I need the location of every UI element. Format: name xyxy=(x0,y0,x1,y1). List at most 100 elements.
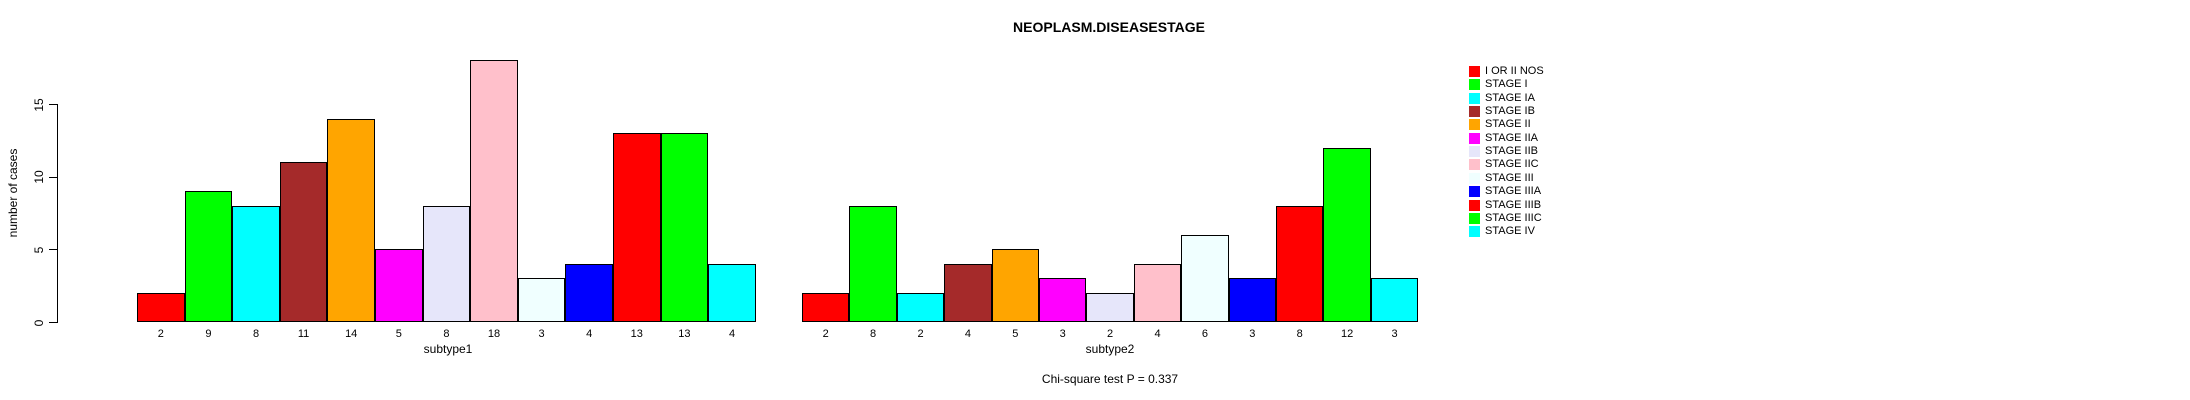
bar-subtype1-stage-iiib xyxy=(613,133,661,322)
bar-value-label: 9 xyxy=(205,328,212,340)
legend-swatch xyxy=(1469,92,1480,104)
legend-item: STAGE IIIA xyxy=(1469,185,1541,198)
legend-item: STAGE I xyxy=(1469,78,1528,91)
legend-swatch xyxy=(1469,172,1480,184)
y-axis-tick-label: 15 xyxy=(32,97,46,112)
bar-subtype1-i-or-ii-nos xyxy=(137,292,185,322)
bar-value-label: 2 xyxy=(1107,328,1114,340)
bar-value-label: 3 xyxy=(1059,328,1066,340)
bar-value-label: 5 xyxy=(395,328,402,340)
bar-subtype2-stage-ia xyxy=(896,292,945,322)
bar-subtype1-stage-iv xyxy=(708,263,756,322)
bar-subtype2-stage-iia xyxy=(1039,278,1087,322)
legend-label: STAGE IIIA xyxy=(1485,185,1542,198)
bar-value-label: 13 xyxy=(630,328,643,340)
bar-subtype2-stage-iii xyxy=(1181,234,1229,322)
y-axis-line xyxy=(57,104,58,323)
legend-label: STAGE II xyxy=(1485,118,1531,131)
legend-label: STAGE I xyxy=(1485,78,1528,91)
legend-label: STAGE IA xyxy=(1485,91,1535,104)
legend-label: STAGE IIB xyxy=(1485,145,1538,158)
legend-swatch xyxy=(1469,79,1480,91)
legend-label: STAGE III xyxy=(1485,171,1534,184)
legend-label: I OR II NOS xyxy=(1485,65,1544,77)
legend-item: STAGE IIIB xyxy=(1469,199,1541,212)
y-axis-tick-label: 0 xyxy=(32,319,46,326)
bar-value-label: 11 xyxy=(297,328,310,340)
y-axis-tick-label: 5 xyxy=(32,246,46,254)
legend-item: STAGE IB xyxy=(1469,105,1535,118)
x-axis-label-subtype2: subtype2 xyxy=(1085,342,1135,356)
bar-subtype1-stage-iii xyxy=(517,278,566,322)
legend-label: STAGE IIIC xyxy=(1485,211,1542,224)
bar-value-label: 5 xyxy=(1012,328,1019,340)
legend-item: STAGE IIIC xyxy=(1469,212,1542,225)
legend-item: STAGE IA xyxy=(1469,92,1535,105)
bar-value-label: 6 xyxy=(1201,328,1208,340)
chart-title: NEOPLASM.DISEASESTAGE xyxy=(1013,19,1205,35)
y-axis-tick xyxy=(49,322,57,323)
y-axis-tick xyxy=(49,176,57,178)
bar-value-label: 14 xyxy=(345,328,358,340)
legend-swatch xyxy=(1469,159,1480,171)
legend-item: STAGE IIA xyxy=(1469,132,1538,145)
legend-item: I OR II NOS xyxy=(1469,65,1544,78)
legend-swatch xyxy=(1469,212,1480,224)
legend-swatch xyxy=(1469,186,1480,198)
bar-subtype2-stage-ii xyxy=(991,249,1039,322)
bar-subtype1-stage-i xyxy=(184,191,233,322)
bar-value-label: 4 xyxy=(586,328,593,340)
bar-value-label: 4 xyxy=(964,328,971,340)
bar-subtype2-stage-i xyxy=(849,205,897,322)
legend-label: STAGE IIA xyxy=(1485,131,1538,144)
y-axis-label: number of cases xyxy=(6,148,20,238)
bar-subtype1-stage-iiia xyxy=(565,263,613,322)
legend-swatch xyxy=(1469,199,1480,211)
bar-subtype2-stage-ib xyxy=(944,263,992,322)
y-axis-tick xyxy=(49,104,57,106)
bar-value-label: 13 xyxy=(678,328,691,340)
legend-swatch xyxy=(1469,119,1480,131)
chi-square-note: Chi-square test P = 0.337 xyxy=(1041,372,1179,386)
bar-value-label: 3 xyxy=(1391,328,1398,340)
bar-subtype1-stage-ib xyxy=(279,162,328,322)
bar-value-label: 3 xyxy=(538,328,545,340)
y-axis-tick xyxy=(49,249,57,251)
legend-swatch xyxy=(1469,146,1480,158)
bar-subtype2-stage-iiib xyxy=(1276,205,1324,322)
bar-value-label: 8 xyxy=(1296,328,1303,340)
bar-subtype2-stage-iic xyxy=(1133,263,1182,322)
y-axis-tick-label: 10 xyxy=(32,170,46,184)
legend-swatch xyxy=(1469,106,1480,118)
bar-subtype1-stage-ii xyxy=(327,118,375,322)
bar-value-label: 8 xyxy=(443,328,450,340)
bar-value-label: 4 xyxy=(1154,328,1161,340)
bar-subtype1-stage-ia xyxy=(232,205,280,322)
bar-subtype2-stage-iv xyxy=(1370,278,1419,322)
bar-value-label: 2 xyxy=(157,328,164,340)
legend-item: STAGE IV xyxy=(1469,225,1535,238)
x-axis-label-subtype1: subtype1 xyxy=(423,342,473,356)
bar-subtype1-stage-iiic xyxy=(660,133,709,322)
bar-value-label: 8 xyxy=(870,328,877,340)
bar-subtype1-stage-iic xyxy=(470,60,518,322)
bar-subtype2-stage-iiia xyxy=(1228,278,1276,322)
legend-label: STAGE IB xyxy=(1485,105,1535,118)
bar-value-label: 2 xyxy=(917,328,924,340)
legend-item: STAGE II xyxy=(1469,118,1531,131)
bar-subtype1-stage-iia xyxy=(375,249,423,322)
bar-value-label: 3 xyxy=(1249,328,1256,340)
bar-subtype2-stage-iib xyxy=(1086,292,1134,322)
bar-value-label: 2 xyxy=(822,328,829,340)
legend-label: STAGE IIC xyxy=(1485,158,1539,171)
legend-item: STAGE III xyxy=(1469,172,1534,185)
bar-subtype2-i-or-ii-nos xyxy=(802,292,850,322)
bar-value-label: 18 xyxy=(487,328,501,340)
legend-swatch xyxy=(1469,132,1480,144)
bar-value-label: 12 xyxy=(1340,328,1354,340)
legend-swatch xyxy=(1469,226,1480,238)
bar-subtype2-stage-iiic xyxy=(1323,147,1371,322)
bar-value-label: 4 xyxy=(728,328,736,340)
legend-item: STAGE IIC xyxy=(1469,158,1539,171)
